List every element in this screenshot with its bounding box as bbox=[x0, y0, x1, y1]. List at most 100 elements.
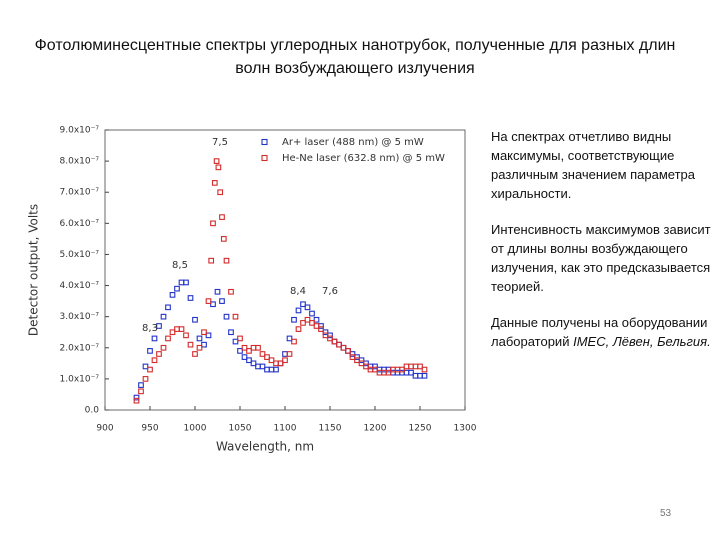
point bbox=[156, 351, 162, 357]
point bbox=[255, 344, 261, 351]
point bbox=[160, 313, 167, 320]
legend-label: He-Ne laser (632.8 nm) @ 5 mW bbox=[282, 153, 445, 164]
point bbox=[358, 360, 365, 367]
point bbox=[390, 369, 396, 376]
point bbox=[277, 360, 284, 367]
point bbox=[174, 326, 180, 332]
point bbox=[291, 316, 297, 323]
y-axis-label: Detector output, Volts bbox=[27, 204, 41, 336]
point bbox=[286, 351, 293, 357]
point bbox=[268, 357, 275, 364]
legend-marker bbox=[261, 154, 268, 162]
point bbox=[192, 351, 198, 357]
y-tick-label: 2.0x10⁻⁷ bbox=[60, 343, 100, 353]
point bbox=[313, 323, 320, 329]
point bbox=[403, 363, 410, 370]
point bbox=[196, 344, 203, 351]
point bbox=[376, 369, 383, 376]
point bbox=[322, 329, 329, 336]
point bbox=[358, 357, 365, 364]
point bbox=[390, 366, 396, 373]
point bbox=[327, 332, 333, 339]
y-tick-label: 9.0x10⁻⁷ bbox=[60, 126, 100, 136]
legend-label: Ar+ laser (488 nm) @ 5 mW bbox=[282, 137, 424, 148]
point bbox=[217, 189, 224, 196]
point bbox=[318, 326, 324, 332]
point bbox=[187, 295, 194, 301]
point bbox=[336, 341, 342, 348]
point bbox=[178, 326, 185, 332]
point bbox=[309, 320, 315, 326]
point bbox=[213, 158, 220, 164]
point bbox=[421, 372, 428, 379]
point bbox=[160, 344, 167, 351]
point bbox=[399, 369, 405, 376]
point bbox=[237, 348, 243, 354]
annotation: 8,5 bbox=[172, 260, 188, 271]
point bbox=[273, 366, 279, 373]
x-tick-label: 1150 bbox=[319, 424, 342, 434]
point bbox=[372, 366, 378, 373]
point bbox=[349, 354, 356, 360]
point bbox=[205, 332, 212, 339]
paragraph: Данные получены на оборудовании лаборато… bbox=[491, 313, 713, 351]
point bbox=[313, 316, 320, 323]
point bbox=[300, 320, 306, 326]
point bbox=[259, 363, 266, 370]
point bbox=[340, 344, 347, 351]
point bbox=[178, 279, 185, 286]
y-tick-label: 4.0x10⁻⁷ bbox=[60, 281, 100, 291]
point bbox=[282, 351, 288, 357]
point bbox=[394, 369, 401, 376]
point bbox=[304, 316, 311, 323]
point bbox=[169, 292, 176, 298]
point bbox=[147, 348, 153, 354]
point bbox=[147, 366, 153, 373]
point bbox=[394, 366, 401, 373]
point bbox=[205, 298, 212, 304]
point bbox=[192, 316, 198, 323]
x-tick-label: 950 bbox=[141, 424, 158, 434]
point bbox=[151, 335, 158, 342]
point bbox=[220, 236, 227, 242]
point bbox=[215, 164, 222, 171]
point bbox=[417, 363, 423, 370]
point bbox=[237, 335, 243, 342]
point bbox=[241, 344, 248, 351]
x-axis-label: Wavelength, nm bbox=[216, 440, 314, 454]
point bbox=[241, 354, 248, 360]
annotation: 8,3 bbox=[142, 323, 158, 334]
point bbox=[345, 348, 351, 354]
y-tick-label: 5.0x10⁻⁷ bbox=[60, 250, 100, 260]
point bbox=[309, 310, 315, 317]
point bbox=[273, 360, 279, 367]
point bbox=[133, 397, 140, 404]
annotation: 7,5 bbox=[212, 137, 228, 148]
x-tick-label: 1250 bbox=[409, 424, 432, 434]
point bbox=[142, 363, 149, 370]
point bbox=[174, 285, 180, 292]
x-tick-label: 1300 bbox=[454, 424, 477, 434]
page-number: 53 bbox=[660, 508, 672, 519]
point bbox=[223, 257, 230, 264]
slide-title: Фотолюминесцентные спектры углеродных на… bbox=[34, 37, 676, 77]
point bbox=[417, 372, 423, 379]
point bbox=[196, 335, 203, 342]
point bbox=[201, 329, 207, 336]
paragraph-text: Данные получены на оборудовании лаборато… bbox=[491, 315, 708, 349]
point bbox=[151, 357, 158, 364]
point bbox=[156, 323, 162, 329]
point bbox=[340, 344, 347, 351]
point bbox=[214, 288, 221, 295]
paragraph-emphasis: IMEC, Лёвен, Бельгия. bbox=[573, 334, 711, 349]
paragraph: На спектрах отчетливо видны максимумы, с… bbox=[491, 129, 696, 201]
point bbox=[277, 360, 284, 367]
annotation: 8,4 bbox=[290, 286, 306, 297]
point bbox=[399, 366, 405, 373]
point bbox=[210, 301, 216, 308]
x-tick-label: 1100 bbox=[274, 424, 297, 434]
text-panel: На спектрах отчетливо видны максимумы, с… bbox=[491, 127, 713, 368]
point bbox=[372, 363, 378, 370]
